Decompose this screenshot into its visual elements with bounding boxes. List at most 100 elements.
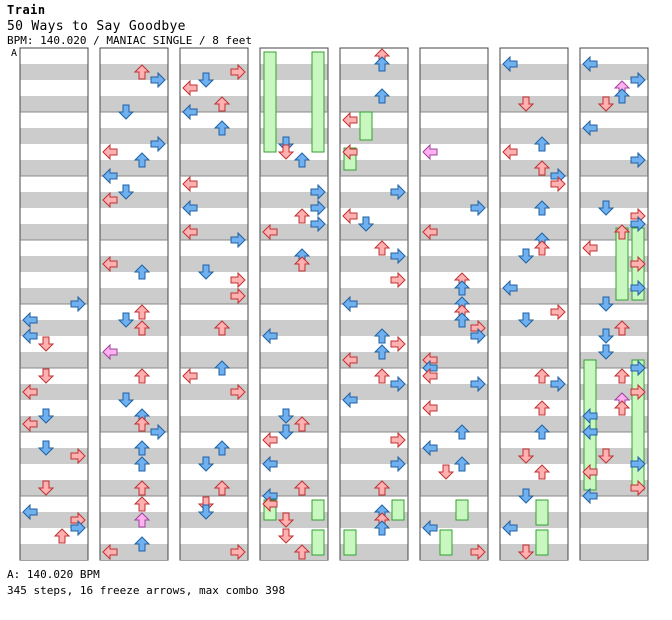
- beat-band: [20, 64, 88, 80]
- step-arrow-up: [293, 416, 311, 432]
- step-arrow-left: [342, 111, 358, 129]
- beat-band: [180, 416, 248, 432]
- beat-band: [260, 160, 328, 176]
- beat-band: [420, 64, 488, 80]
- step-arrow-up: [453, 280, 471, 296]
- beat-band: [260, 352, 328, 368]
- step-arrow-left: [262, 431, 278, 449]
- beat-band: [420, 160, 488, 176]
- step-arrow-left: [422, 367, 438, 385]
- step-arrow-left: [342, 391, 358, 409]
- step-arrow-up: [613, 320, 631, 336]
- beat-band: [500, 384, 568, 400]
- beat-band: [180, 160, 248, 176]
- beat-band: [260, 288, 328, 304]
- step-arrow-up: [213, 320, 231, 336]
- beat-band: [180, 128, 248, 144]
- beat-band: [20, 256, 88, 272]
- beat-band: [580, 352, 648, 368]
- beat-band: [100, 448, 168, 464]
- step-arrow-left: [182, 103, 198, 121]
- freeze-arrow: [455, 499, 469, 521]
- beat-band: [340, 160, 408, 176]
- step-arrow-down: [277, 424, 295, 440]
- step-arrow-right: [630, 279, 646, 297]
- step-arrow-down: [357, 216, 375, 232]
- beat-band: [100, 224, 168, 240]
- step-arrow-down: [597, 296, 615, 312]
- step-arrow-right: [390, 183, 406, 201]
- step-arrow-left: [502, 279, 518, 297]
- beat-band: [500, 448, 568, 464]
- step-arrow-down: [597, 96, 615, 112]
- step-arrow-up: [533, 160, 551, 176]
- step-arrow-down: [517, 448, 535, 464]
- step-arrow-left: [582, 239, 598, 257]
- beat-band: [20, 416, 88, 432]
- step-arrow-right: [70, 447, 86, 465]
- beat-band: [580, 320, 648, 336]
- beat-band: [420, 320, 488, 336]
- step-arrow-up: [133, 496, 151, 512]
- beat-band: [580, 160, 648, 176]
- step-arrow-up: [613, 400, 631, 416]
- step-arrow-left: [582, 463, 598, 481]
- step-arrow-left: [262, 223, 278, 241]
- step-arrow-down: [517, 488, 535, 504]
- beat-band: [420, 288, 488, 304]
- beat-band: [500, 160, 568, 176]
- beat-band: [20, 384, 88, 400]
- beat-band: [20, 192, 88, 208]
- step-arrow-down: [517, 312, 535, 328]
- beat-band: [20, 128, 88, 144]
- beat-band: [100, 544, 168, 560]
- song-title: 50 Ways to Say Goodbye: [7, 19, 186, 34]
- step-arrow-left: [22, 327, 38, 345]
- step-arrow-up: [613, 224, 631, 240]
- step-arrow-up: [533, 400, 551, 416]
- step-arrow-right: [150, 423, 166, 441]
- step-arrow-right: [470, 199, 486, 217]
- step-arrow-right: [310, 199, 326, 217]
- beat-band: [20, 544, 88, 560]
- beat-band: [420, 384, 488, 400]
- step-arrow-up: [613, 368, 631, 384]
- beat-band: [100, 160, 168, 176]
- step-arrow-up: [293, 208, 311, 224]
- beat-band: [260, 320, 328, 336]
- step-arrow-down: [117, 392, 135, 408]
- freeze-arrow: [391, 499, 405, 521]
- step-arrow-up: [133, 320, 151, 336]
- freeze-arrow: [359, 111, 373, 141]
- step-arrow-up: [133, 480, 151, 496]
- step-arrow-right: [630, 383, 646, 401]
- step-arrow-left: [422, 143, 438, 161]
- beat-band: [100, 256, 168, 272]
- step-arrow-right: [630, 455, 646, 473]
- step-arrow-down: [597, 328, 615, 344]
- step-arrow-up: [373, 56, 391, 72]
- beat-band: [500, 64, 568, 80]
- step-arrow-down: [517, 544, 535, 560]
- beat-band: [580, 416, 648, 432]
- step-arrow-right: [150, 135, 166, 153]
- beat-band: [100, 512, 168, 528]
- beat-band: [180, 288, 248, 304]
- beat-band: [420, 480, 488, 496]
- step-arrow-left: [582, 487, 598, 505]
- step-arrow-up: [613, 88, 631, 104]
- step-arrow-up: [453, 424, 471, 440]
- beat-band: [100, 128, 168, 144]
- step-arrow-up: [133, 152, 151, 168]
- beat-band: [340, 352, 408, 368]
- step-arrow-left: [102, 191, 118, 209]
- step-arrow-left: [102, 343, 118, 361]
- beat-band: [180, 544, 248, 560]
- freeze-arrow: [439, 529, 453, 556]
- beat-band: [180, 448, 248, 464]
- step-arrow-right: [230, 287, 246, 305]
- step-arrow-down: [197, 504, 215, 520]
- step-arrow-right: [310, 183, 326, 201]
- step-arrow-down: [517, 248, 535, 264]
- step-arrow-up: [53, 528, 71, 544]
